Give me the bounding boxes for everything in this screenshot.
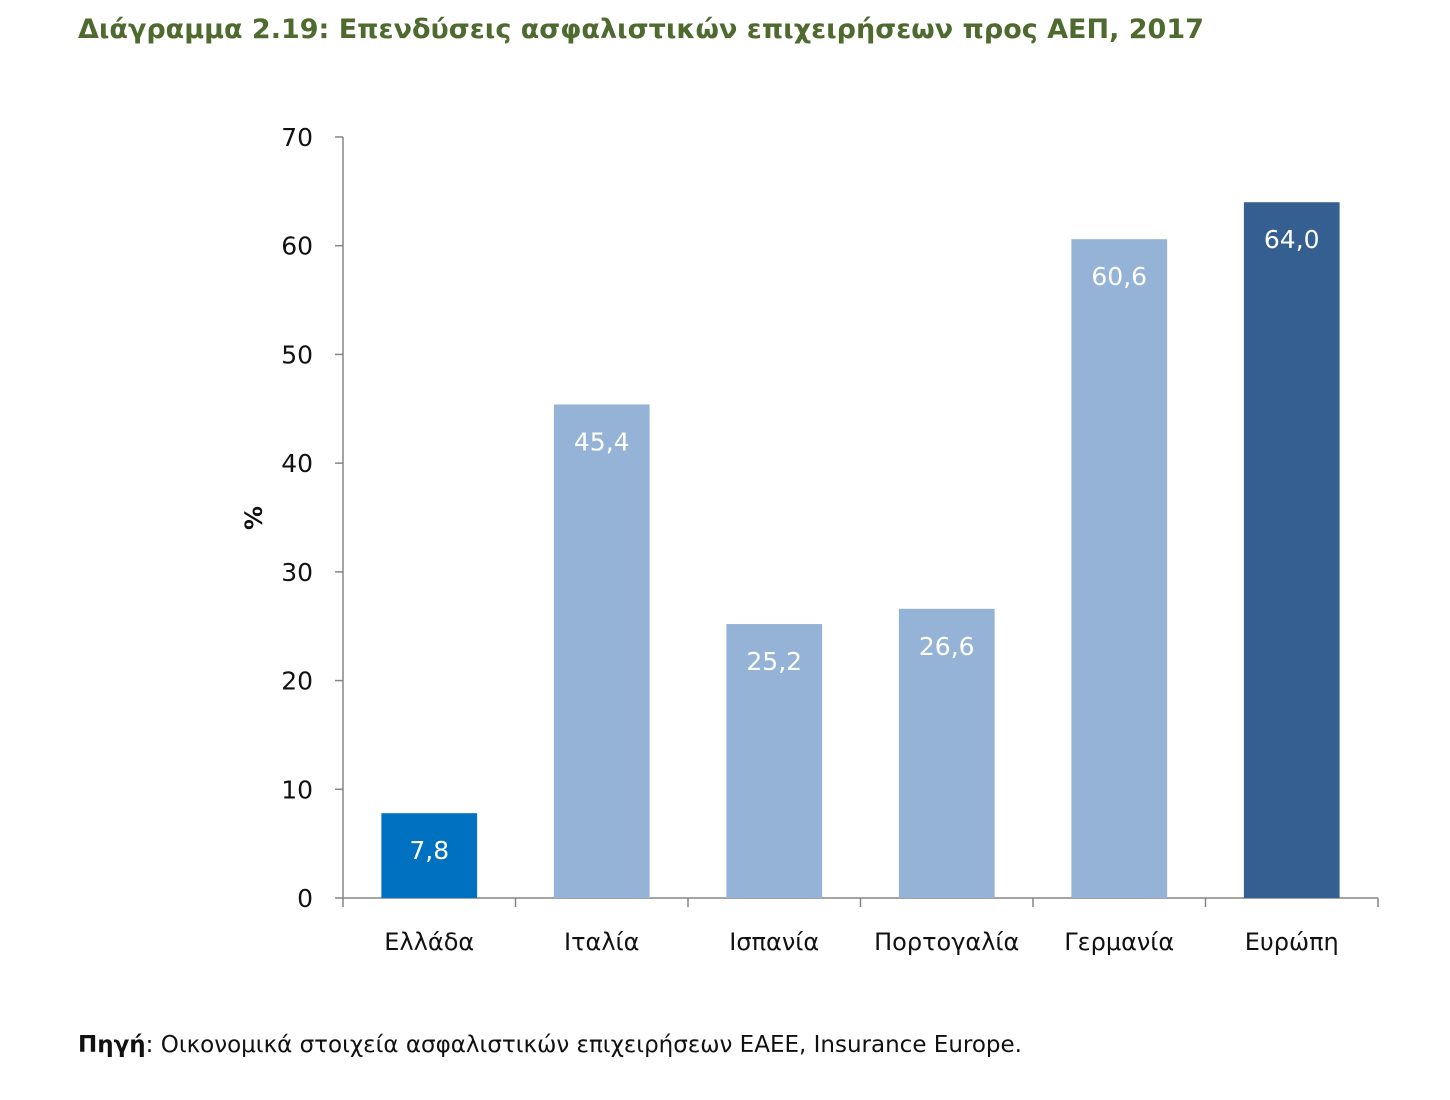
data-label: 25,2 — [746, 647, 802, 676]
y-axis: 0 10 20 30 40 50 60 70 — [281, 123, 344, 913]
source-text: : Οικονομικά στοιχεία ασφαλιστικών επιχε… — [145, 1032, 1022, 1058]
bar — [1243, 202, 1340, 898]
x-tick-label: Ιταλία — [564, 928, 640, 956]
source-note: Πηγή: Οικονομικά στοιχεία ασφαλιστικών ε… — [78, 1032, 1022, 1058]
y-tick-label: 70 — [281, 123, 313, 152]
y-tick-label: 0 — [297, 884, 313, 913]
data-label: 60,6 — [1091, 262, 1147, 291]
y-tick-label: 50 — [281, 340, 313, 369]
x-tick-label: Πορτογαλία — [874, 928, 1019, 956]
y-tick-label: 40 — [281, 449, 313, 478]
bar — [381, 813, 478, 898]
y-axis-label: % — [240, 506, 268, 530]
x-tick-label: Ισπανία — [729, 928, 819, 956]
x-tick-label: Ευρώπη — [1245, 928, 1339, 956]
y-tick-label: 30 — [281, 558, 313, 587]
y-tick-label: 60 — [281, 232, 313, 261]
bars-group: 7,8 45,4 25,2 26,6 60,6 64,0 — [381, 202, 1340, 899]
bar — [726, 624, 823, 898]
source-label: Πηγή — [78, 1032, 146, 1058]
chart-title: Διάγραμμα 2.19: Επενδύσεις ασφαλιστικών … — [78, 14, 1204, 45]
bar — [553, 404, 650, 898]
y-tick-label: 10 — [281, 775, 313, 804]
x-tick-label: Γερμανία — [1064, 928, 1174, 956]
x-tick-label: Ελλάδα — [384, 928, 474, 956]
x-axis: Ελλάδα Ιταλία Ισπανία Πορτογαλία Γερμανία Ευρ… — [342, 897, 1379, 956]
data-label: 64,0 — [1264, 225, 1320, 254]
bar — [1071, 239, 1168, 899]
y-tick-label: 20 — [281, 667, 313, 696]
data-label: 45,4 — [574, 427, 630, 456]
bar — [898, 608, 995, 898]
data-label: 7,8 — [409, 836, 449, 865]
data-label: 26,6 — [919, 632, 975, 661]
